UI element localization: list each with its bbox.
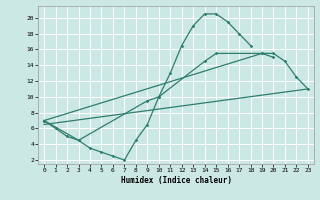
X-axis label: Humidex (Indice chaleur): Humidex (Indice chaleur) [121,176,231,185]
